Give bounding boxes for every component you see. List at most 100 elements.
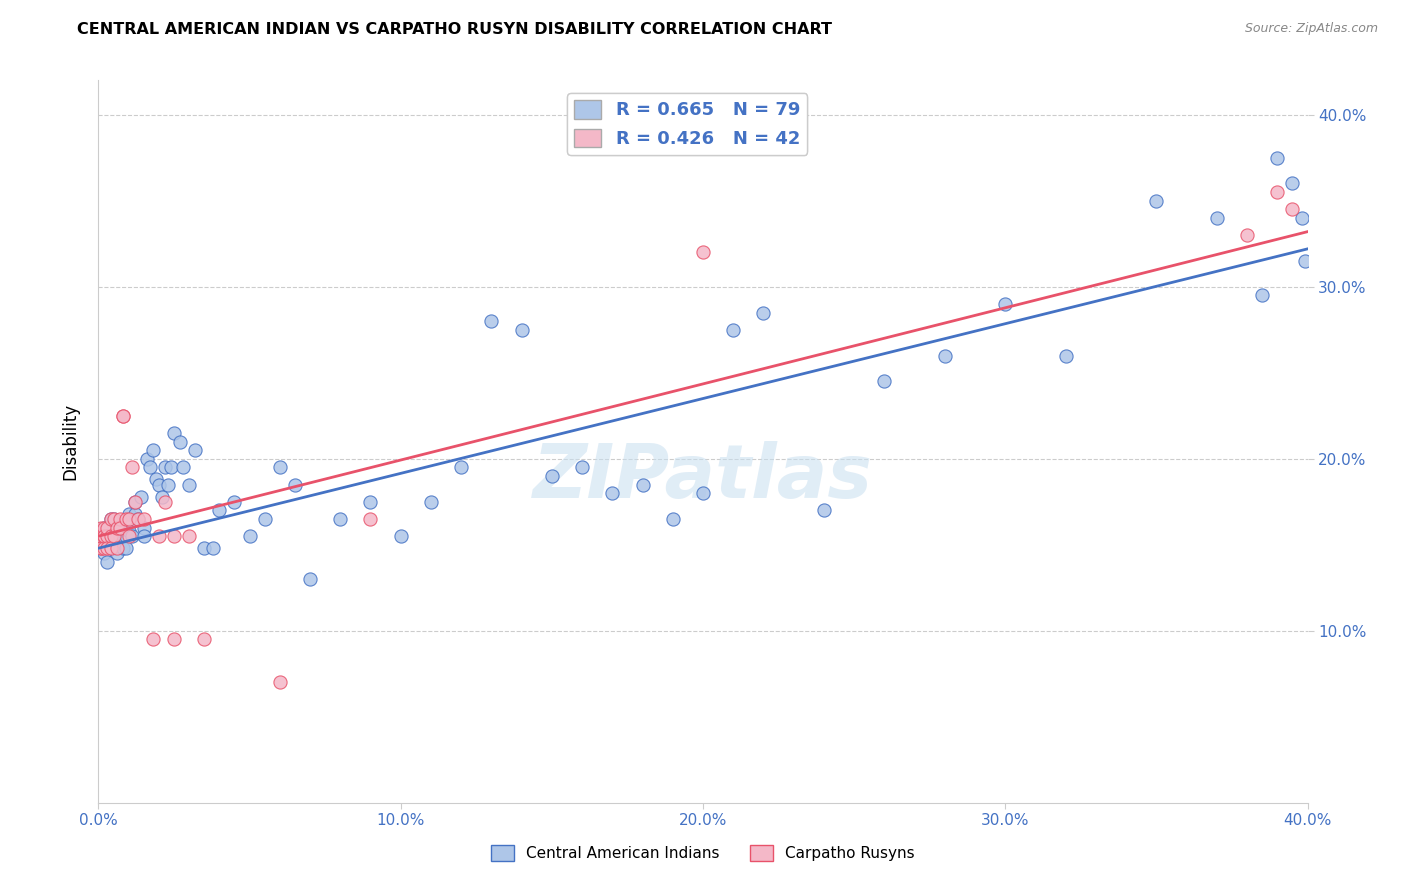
Point — [96, 541, 118, 556]
Point — [93, 529, 115, 543]
Point — [208, 503, 231, 517]
Point — [93, 541, 115, 556]
Y-axis label: Disability: Disability — [62, 403, 80, 480]
Point — [105, 546, 128, 560]
Point — [420, 494, 443, 508]
Point — [299, 572, 322, 586]
Point — [100, 529, 122, 543]
Point — [723, 323, 745, 337]
Point — [360, 494, 382, 508]
Point — [360, 512, 382, 526]
Point — [661, 512, 683, 526]
Point — [239, 529, 262, 543]
Point — [100, 512, 122, 526]
Point — [132, 520, 155, 534]
Point — [1251, 288, 1274, 302]
Point — [153, 494, 176, 508]
Point — [148, 529, 170, 543]
Point — [108, 520, 131, 534]
Point — [121, 529, 143, 543]
Point — [1291, 211, 1313, 225]
Point — [111, 409, 134, 423]
Point — [163, 529, 186, 543]
Point — [135, 451, 157, 466]
Point — [145, 472, 167, 486]
Point — [105, 541, 128, 556]
Point — [103, 529, 125, 543]
Point — [124, 507, 146, 521]
Point — [103, 512, 125, 526]
Legend: R = 0.665   N = 79, R = 0.426   N = 42: R = 0.665 N = 79, R = 0.426 N = 42 — [567, 93, 807, 155]
Point — [269, 460, 291, 475]
Point — [1054, 349, 1077, 363]
Point — [103, 541, 125, 556]
Point — [93, 520, 115, 534]
Point — [96, 520, 118, 534]
Point — [934, 349, 956, 363]
Point — [93, 529, 115, 543]
Point — [873, 375, 896, 389]
Point — [114, 541, 136, 556]
Point — [253, 512, 276, 526]
Point — [96, 529, 118, 543]
Point — [752, 305, 775, 319]
Point — [510, 323, 533, 337]
Point — [100, 520, 122, 534]
Point — [156, 477, 179, 491]
Point — [132, 512, 155, 526]
Point — [121, 460, 143, 475]
Point — [692, 245, 714, 260]
Point — [124, 494, 146, 508]
Point — [90, 541, 112, 556]
Point — [118, 507, 141, 521]
Point — [96, 555, 118, 569]
Point — [329, 512, 352, 526]
Point — [540, 469, 562, 483]
Point — [179, 477, 201, 491]
Point — [105, 520, 128, 534]
Point — [631, 477, 654, 491]
Point — [163, 632, 186, 647]
Point — [93, 520, 115, 534]
Point — [105, 538, 128, 552]
Point — [172, 460, 194, 475]
Point — [118, 524, 141, 538]
Point — [100, 541, 122, 556]
Point — [127, 512, 149, 526]
Point — [692, 486, 714, 500]
Point — [103, 512, 125, 526]
Point — [142, 443, 165, 458]
Point — [481, 314, 503, 328]
Point — [118, 529, 141, 543]
Point — [269, 675, 291, 690]
Point — [389, 529, 412, 543]
Point — [179, 529, 201, 543]
Point — [139, 460, 162, 475]
Point — [994, 297, 1017, 311]
Point — [1144, 194, 1167, 208]
Point — [129, 490, 152, 504]
Point — [142, 632, 165, 647]
Point — [1267, 185, 1289, 199]
Point — [100, 512, 122, 526]
Point — [132, 529, 155, 543]
Point — [224, 494, 246, 508]
Point — [90, 520, 112, 534]
Point — [111, 529, 134, 543]
Point — [148, 477, 170, 491]
Point — [108, 529, 131, 543]
Point — [813, 503, 835, 517]
Point — [96, 529, 118, 543]
Point — [169, 434, 191, 449]
Point — [114, 529, 136, 543]
Point — [1206, 211, 1229, 225]
Point — [1236, 228, 1258, 243]
Point — [163, 425, 186, 440]
Point — [202, 541, 225, 556]
Point — [193, 541, 215, 556]
Point — [118, 512, 141, 526]
Point — [111, 541, 134, 556]
Text: Source: ZipAtlas.com: Source: ZipAtlas.com — [1244, 22, 1378, 36]
Point — [124, 494, 146, 508]
Point — [1281, 177, 1303, 191]
